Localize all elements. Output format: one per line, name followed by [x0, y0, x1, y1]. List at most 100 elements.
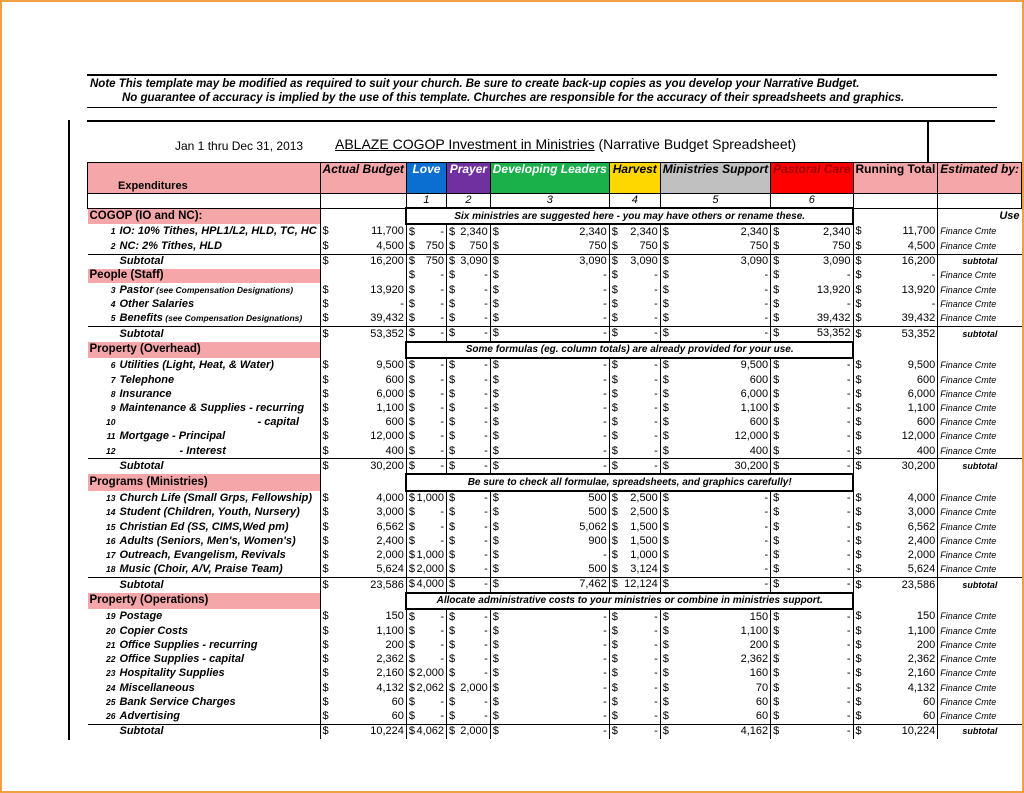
amount: $ -	[409, 284, 444, 297]
row-label: 16 Adults (Seniors, Men's, Women's)	[88, 534, 321, 548]
amount-value: -	[654, 327, 658, 340]
amount-value: 7,462	[579, 578, 607, 591]
amount-cell: $10,224	[319, 723, 407, 739]
amount: $4,000	[323, 492, 404, 505]
amount: $70	[663, 682, 768, 695]
amount: $ -	[612, 710, 658, 723]
amount: $400	[323, 445, 404, 458]
section-note: Six ministries are suggested here - you …	[405, 206, 855, 226]
currency-sign: $	[611, 534, 618, 547]
amount: $ -	[493, 269, 607, 282]
amount-cell: $ -	[770, 576, 854, 593]
currency-sign: $	[322, 667, 329, 680]
amount: $1,100	[323, 402, 404, 415]
currency-sign: $	[611, 225, 618, 238]
amount-cell: $ -	[446, 624, 491, 639]
currency-sign: $	[855, 534, 862, 547]
amount-cell: $ -	[405, 325, 447, 342]
currency-sign: $	[492, 653, 499, 666]
currency-sign: $	[492, 624, 499, 637]
amount: $23,586	[856, 579, 936, 592]
ministry-number	[319, 193, 407, 209]
amount: $13,920	[773, 284, 850, 297]
currency-sign: $	[322, 416, 329, 429]
amount-value: 900	[588, 534, 607, 547]
amount: $3,090	[773, 255, 850, 268]
amount-value: 30,200	[901, 460, 936, 473]
amount: $16,200	[856, 255, 936, 268]
amount-cell: $500	[489, 505, 610, 520]
amount: $ -	[612, 269, 658, 282]
amount-value: 12,124	[624, 578, 658, 591]
amount-cell: $ -	[446, 373, 491, 388]
amount: $ -	[449, 696, 488, 709]
currency-sign: $	[662, 444, 669, 457]
amount-value: -	[764, 269, 769, 282]
amount-cell: $ -	[489, 609, 610, 625]
amount: $ -	[409, 521, 444, 534]
row-label-text: Utilities (Light, Heat, & Water)	[119, 358, 274, 371]
amount-cell: $600	[659, 415, 771, 430]
amount-value: -	[484, 269, 488, 282]
amount-value: -	[603, 695, 607, 708]
row-label: 11 Mortgage - Principal	[88, 430, 321, 444]
amount: $ -	[449, 416, 488, 429]
amount-value: 2,500	[630, 492, 658, 505]
currency-sign: $	[611, 416, 618, 429]
amount-value: 39,432	[901, 311, 936, 324]
amount-cell: $ -	[489, 373, 610, 388]
row-label: 1 IO: 10% Tithes, HPL1/L2, HLD, TC, HC	[88, 224, 321, 239]
amount: $10,224	[856, 725, 936, 738]
row-label-text: Church Life (Small Grps, Fellowship)	[119, 491, 313, 504]
currency-sign: $	[662, 506, 669, 519]
amount: $200	[663, 639, 768, 652]
amount: $ -	[449, 359, 488, 372]
amount-value: -	[846, 610, 851, 623]
currency-sign: $	[408, 667, 416, 680]
amount: $ -	[856, 298, 936, 311]
currency-sign: $	[662, 269, 669, 282]
amount-value: 2,000	[460, 725, 488, 738]
currency-sign: $	[322, 430, 329, 443]
amount: $ -	[493, 402, 607, 415]
estimated-by: Finance Cmte	[937, 638, 1022, 653]
amount: $ -	[409, 535, 444, 548]
row-label-text: Property (Operations)	[89, 594, 209, 607]
row-label-text: Programs (Ministries)	[89, 475, 208, 488]
column-header-label: Developing Leaders	[492, 162, 607, 176]
amount-value: -	[654, 430, 658, 443]
currency-sign: $	[408, 327, 416, 340]
currency-sign: $	[322, 610, 329, 623]
table-row: 13 Church Life (Small Grps, Fellowship) $4…	[88, 490, 1022, 506]
subtotal-row: Subtotal $30,200 $ - $ - $ - $ - $30,200 $ - $30,200 s…	[87, 458, 1022, 475]
amount-cell: $ -	[608, 282, 661, 298]
row-label-text: Office Supplies - capital	[119, 653, 245, 666]
column-header-label: Ministries Support	[662, 162, 769, 176]
amount: $ -	[663, 578, 768, 591]
currency-sign: $	[662, 402, 669, 415]
currency-sign: $	[855, 402, 862, 415]
amount-cell: $ -	[405, 638, 447, 653]
amount-cell: $5,062	[489, 519, 610, 535]
currency-sign: $	[408, 624, 416, 637]
currency-sign: $	[322, 460, 329, 473]
amount-cell: $ -	[489, 681, 610, 696]
currency-sign: $	[449, 681, 456, 694]
amount-cell: $2,000	[405, 562, 447, 578]
estimated-by: Finance Cmte	[937, 609, 1022, 625]
amount-cell: $ -	[608, 387, 661, 402]
amount-value: 9,500	[907, 358, 936, 371]
table-row: 26 Advertising $60 $ - $ - $ - $ - $60 $ - $60 Finance …	[88, 709, 1022, 725]
estimated-by: Finance Cmte	[937, 624, 1022, 639]
amount: $ -	[612, 388, 658, 401]
currency-sign: $	[611, 578, 618, 591]
row-label-text: Hospitality Supplies	[119, 667, 225, 680]
amount-value: 600	[749, 416, 769, 429]
row-label: 19 Postage	[88, 609, 321, 624]
amount-value: 200	[749, 639, 769, 652]
amount-value: 2,400	[907, 534, 936, 547]
amount-value: -	[931, 269, 936, 282]
amount: $13,920	[856, 284, 936, 297]
amount-value: 4,132	[907, 681, 936, 694]
amount-value: -	[846, 534, 851, 547]
